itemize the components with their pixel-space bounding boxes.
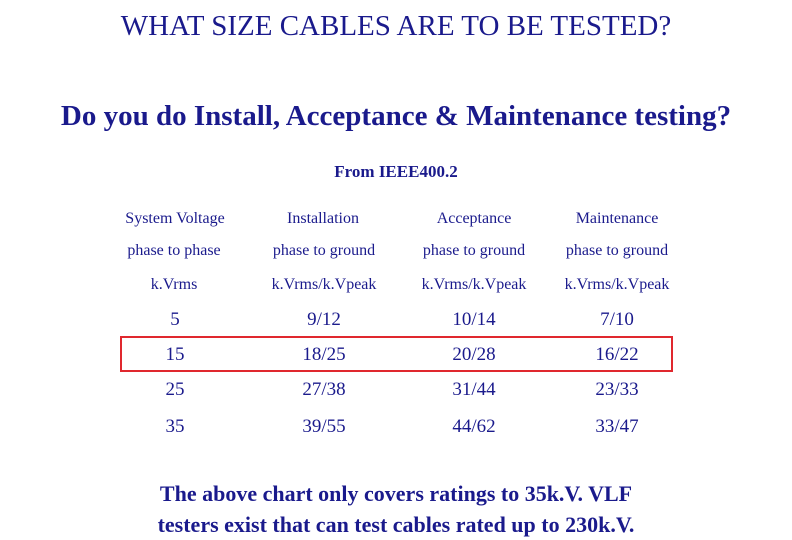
table-cell: 44/62 — [452, 416, 496, 437]
table-cell: 25 — [165, 379, 185, 400]
footer-note: The above chart only covers ratings to 3… — [0, 478, 792, 540]
table-cell: 35 — [165, 416, 185, 437]
header-phase-to-phase: phase to phase — [127, 242, 221, 259]
table-cell: 33/47 — [595, 416, 639, 437]
header-installation: Installation — [287, 210, 359, 227]
table-cell: 9/12 — [307, 309, 341, 330]
table-cell: 16/22 — [595, 344, 639, 365]
table-cell: 20/28 — [452, 344, 496, 365]
table-cell: 31/44 — [452, 379, 496, 400]
header-phase-to-ground: phase to ground — [272, 242, 376, 259]
table-cell: 18/25 — [302, 344, 346, 365]
header-system-voltage: System Voltage — [125, 210, 225, 227]
table-cell: 7/10 — [600, 309, 634, 330]
header-unit: k.Vrms/k.Vpeak — [271, 276, 377, 293]
table-cell: 39/55 — [302, 416, 346, 437]
table-cell: 15 — [165, 344, 185, 365]
header-unit: k.Vrms/k.Vpeak — [421, 276, 527, 293]
header-acceptance: Acceptance — [436, 210, 512, 227]
table-cell: 27/38 — [302, 379, 346, 400]
footer-line-2: testers exist that can test cables rated… — [157, 512, 635, 537]
table-cell: 10/14 — [452, 309, 496, 330]
header-unit: k.Vrms — [150, 276, 198, 293]
header-phase-to-ground: phase to ground — [565, 242, 669, 259]
header-unit: k.Vrms/k.Vpeak — [564, 276, 670, 293]
table-cell: 23/33 — [595, 379, 639, 400]
page-subtitle: Do you do Install, Acceptance & Maintena… — [60, 100, 732, 132]
source-label: From IEEE400.2 — [334, 162, 458, 181]
row-highlight-box — [120, 336, 673, 372]
page-title: WHAT SIZE CABLES ARE TO BE TESTED? — [120, 10, 672, 42]
header-phase-to-ground: phase to ground — [422, 242, 526, 259]
footer-line-1: The above chart only covers ratings to 3… — [159, 481, 633, 506]
table-cell: 5 — [170, 309, 180, 330]
header-maintenance: Maintenance — [575, 210, 659, 227]
